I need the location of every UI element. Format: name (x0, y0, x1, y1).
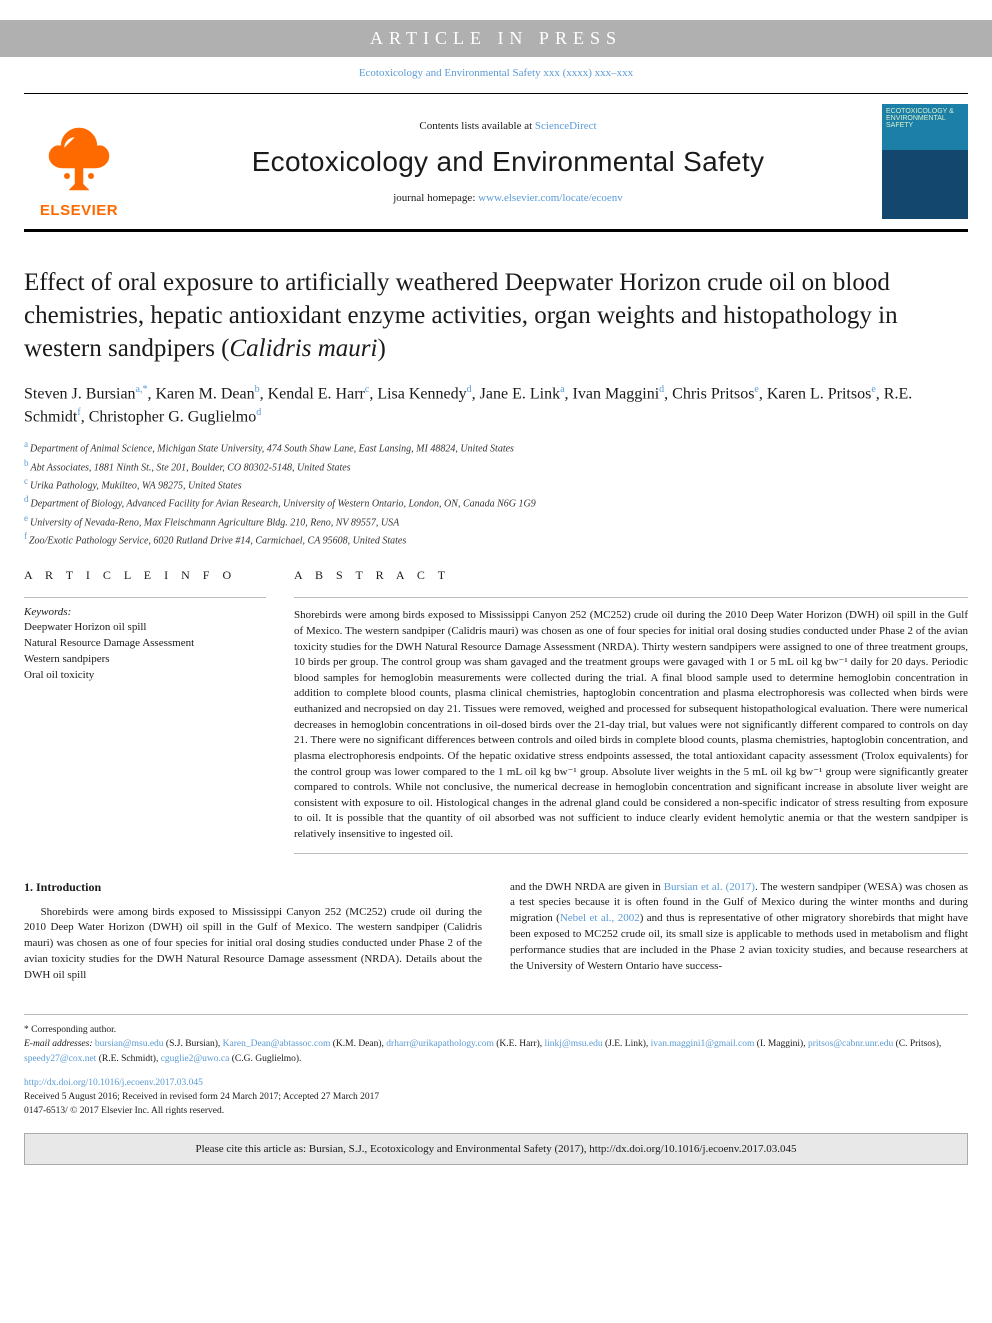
issn-copyright: 0147-6513/ © 2017 Elsevier Inc. All righ… (24, 1104, 968, 1118)
introduction-columns: 1. Introduction Shorebirds were among bi… (24, 880, 968, 985)
journal-header: ELSEVIER Contents lists available at Sci… (24, 93, 968, 232)
citation-link[interactable]: Nebel et al., 2002 (560, 912, 640, 924)
elsevier-logo: ELSEVIER (24, 104, 134, 219)
divider (294, 597, 968, 598)
intro-col-2: and the DWH NRDA are given in Bursian et… (510, 880, 968, 985)
divider (24, 597, 266, 598)
intro-para-2: and the DWH NRDA are given in Bursian et… (510, 880, 968, 976)
cover-text: ECOTOXICOLOGY & ENVIRONMENTAL SAFETY (886, 108, 964, 129)
sciencedirect-link[interactable]: ScienceDirect (535, 120, 597, 132)
cite-box: Please cite this article as: Bursian, S.… (24, 1133, 968, 1165)
elsevier-text: ELSEVIER (40, 202, 118, 219)
intro-heading: 1. Introduction (24, 880, 482, 895)
footnotes: * Corresponding author. E-mail addresses… (24, 1014, 968, 1066)
article-title: Effect of oral exposure to artificially … (24, 266, 968, 365)
homepage-line: journal homepage: www.elsevier.com/locat… (134, 192, 882, 204)
doi-block: http://dx.doi.org/10.1016/j.ecoenv.2017.… (24, 1076, 968, 1119)
abstract-head: A B S T R A C T (294, 568, 968, 583)
intro-col-1: 1. Introduction Shorebirds were among bi… (24, 880, 482, 985)
contents-line: Contents lists available at ScienceDirec… (134, 120, 882, 132)
banner-text: ARTICLE IN PRESS (370, 28, 622, 48)
header-center: Contents lists available at ScienceDirec… (134, 120, 882, 204)
elsevier-tree-icon (39, 118, 119, 198)
affiliations-block: aDepartment of Animal Science, Michigan … (24, 438, 968, 548)
journal-ref-link[interactable]: Ecotoxicology and Environmental Safety x… (359, 67, 633, 79)
corresponding-author: * Corresponding author. (24, 1023, 968, 1037)
keywords-list: Deepwater Horizon oil spillNatural Resou… (24, 620, 266, 684)
doi-link[interactable]: http://dx.doi.org/10.1016/j.ecoenv.2017.… (24, 1078, 203, 1088)
authors-block: Steven J. Bursiana,*, Karen M. Deanb, Ke… (24, 383, 968, 428)
keywords-label: Keywords: (24, 606, 266, 618)
abstract-text: Shorebirds were among birds exposed to M… (294, 608, 968, 842)
abstract-column: A B S T R A C T Shorebirds were among bi… (294, 568, 968, 853)
article-in-press-banner: ARTICLE IN PRESS (0, 20, 992, 57)
citation-link[interactable]: Bursian et al. (2017) (664, 881, 755, 893)
journal-cover-thumb: ECOTOXICOLOGY & ENVIRONMENTAL SAFETY (882, 104, 968, 219)
article-info-head: A R T I C L E I N F O (24, 568, 266, 583)
intro-para-1: Shorebirds were among birds exposed to M… (24, 905, 482, 985)
homepage-link[interactable]: www.elsevier.com/locate/ecoenv (478, 192, 623, 204)
email-addresses: E-mail addresses: bursian@msu.edu (S.J. … (24, 1037, 968, 1066)
article-info-column: A R T I C L E I N F O Keywords: Deepwate… (24, 568, 266, 853)
divider (294, 853, 968, 854)
journal-reference-line: Ecotoxicology and Environmental Safety x… (0, 57, 992, 93)
journal-title: Ecotoxicology and Environmental Safety (134, 146, 882, 178)
received-dates: Received 5 August 2016; Received in revi… (24, 1090, 968, 1104)
